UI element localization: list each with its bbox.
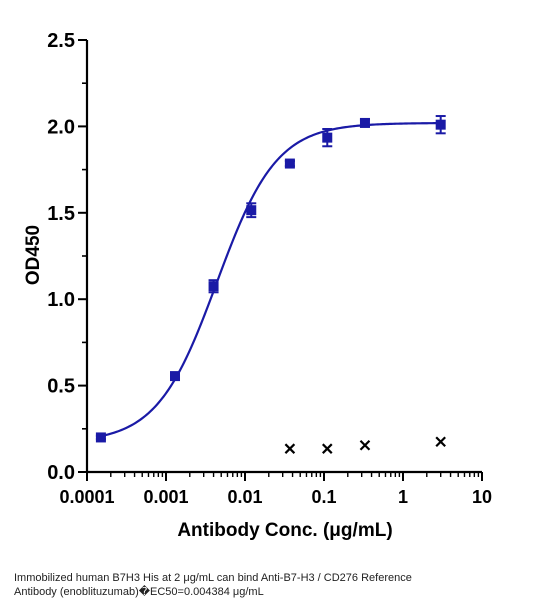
x-axis-title: Antibody Conc. (μg/mL) <box>177 520 392 541</box>
x-tick-label: 10 <box>472 487 492 507</box>
data-points <box>95 115 446 454</box>
y-tick-label: 0.0 <box>47 462 75 484</box>
caption-line-2: Antibody (enoblituzumab)�EC50=0.004384 μ… <box>14 586 264 598</box>
caption-line-1: Immobilized human B7H3 His at 2 μg/mL ca… <box>14 572 412 584</box>
data-point-x <box>321 443 333 454</box>
y-tick-label: 2.5 <box>47 30 75 52</box>
data-point-square <box>95 432 106 443</box>
data-point-x <box>359 439 371 451</box>
data-point-x <box>284 443 296 454</box>
data-point-square <box>246 205 257 216</box>
data-point-square <box>208 281 219 292</box>
figure-caption: Immobilized human B7H3 His at 2 μg/mL ca… <box>14 571 534 599</box>
y-tick-label: 2.0 <box>47 116 75 138</box>
x-tick-label: 0.1 <box>311 487 336 507</box>
data-point-x <box>435 436 446 448</box>
dose-response-chart: 0.0 0.5 1.0 1.5 2.0 2.5 0.0001 0.001 0.01 0.1 1 10… <box>23 30 492 541</box>
data-point-square <box>322 132 333 143</box>
y-axis: 0.0 0.5 1.0 1.5 2.0 2.5 <box>47 30 89 484</box>
data-point-square <box>435 119 446 130</box>
y-tick-label: 0.5 <box>47 376 75 398</box>
fit-curve <box>100 122 441 438</box>
x-tick-label: 1 <box>398 487 408 507</box>
y-tick-label: 1.0 <box>47 289 75 311</box>
x-tick-label: 0.01 <box>227 487 262 507</box>
data-point-square <box>284 158 295 169</box>
x-tick-label: 0.001 <box>143 487 188 507</box>
x-axis: 0.0001 0.001 0.01 0.1 1 10 <box>59 470 492 507</box>
data-point-square <box>359 117 370 128</box>
y-tick-label: 1.5 <box>47 203 75 225</box>
data-point-square <box>170 371 181 382</box>
x-tick-label: 0.0001 <box>59 487 114 507</box>
y-axis-title: OD450 <box>23 225 44 285</box>
